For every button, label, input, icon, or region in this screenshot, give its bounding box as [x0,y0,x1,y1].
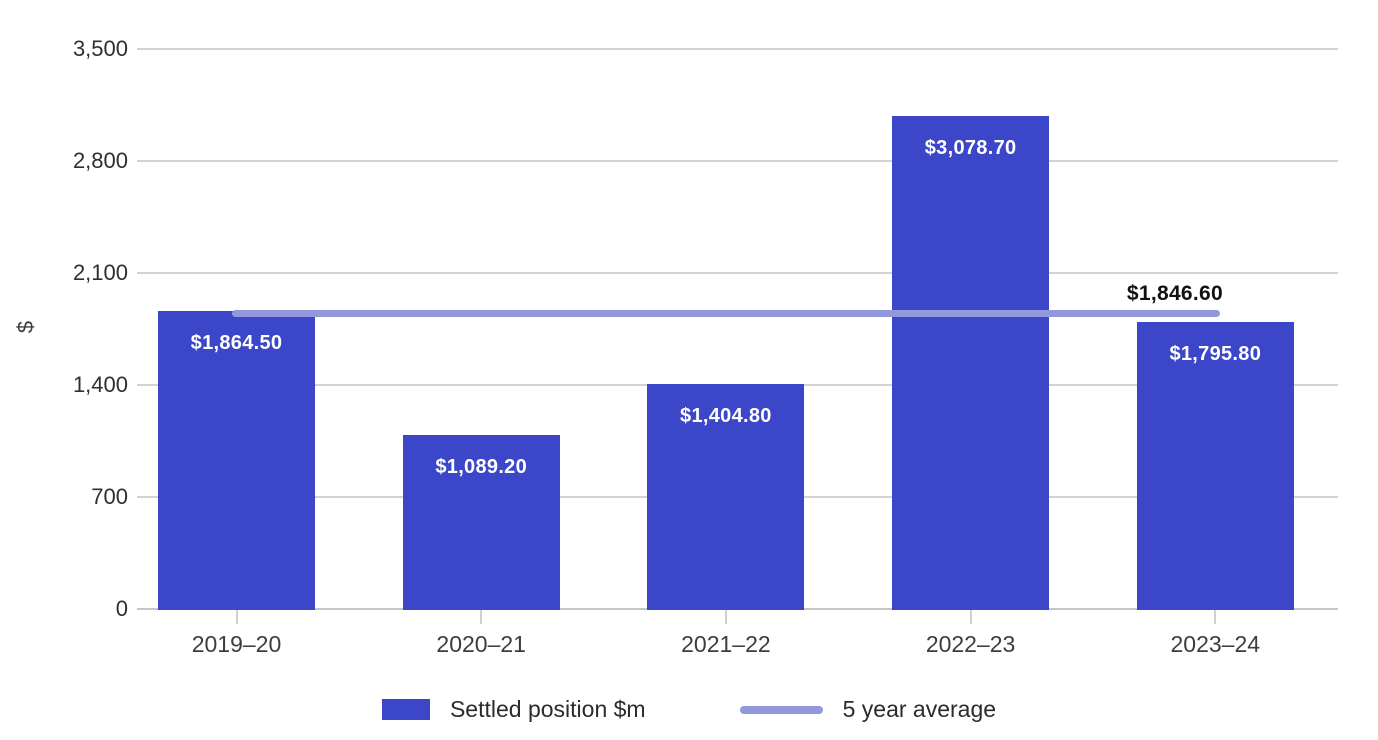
x-tick [1214,609,1217,624]
y-tick-label: 700 [91,484,128,509]
gridline-2,800 [137,160,1338,162]
legend-item-five-year-average[interactable]: 5 year average [739,696,997,723]
y-tick-label: 2,800 [72,148,128,173]
x-tick [969,609,972,624]
x-tick-label-2019–20: 2019–20 [191,631,282,657]
bar-2020–21[interactable]: $1,089.20 [402,434,560,610]
five-year-average-value-label: $1,846.60 [1126,281,1223,305]
bar-value-label: $1,795.80 [1169,342,1262,365]
y-tick-label: 1,400 [72,372,128,397]
gridline-3,500 [137,48,1338,50]
x-tick-label-2020–21: 2020–21 [436,631,526,657]
y-tick-label: 2,100 [72,260,128,285]
x-tick-label-2021–22: 2021–22 [681,631,771,657]
bar-2022–23[interactable]: $3,078.70 [892,116,1050,610]
five-year-average-swatch-icon [739,705,823,714]
x-tick-label-2023–24: 2023–24 [1170,631,1261,657]
gridline-2,100 [137,272,1338,274]
x-tick [480,609,483,624]
bar-value-label: $1,089.20 [435,455,528,478]
settled-position-swatch-icon [381,699,430,720]
five-year-average-line[interactable] [232,310,1220,318]
x-tick [724,609,727,624]
x-tick [235,609,238,624]
y-tick-label: 0 [115,596,128,621]
legend-label-five-year-average: 5 year average [842,696,997,722]
y-axis-title: $ [13,320,39,334]
bar-value-label: $3,078.70 [924,137,1017,160]
legend-item-settled-position[interactable]: Settled position $m [381,696,646,723]
legend-label-settled-position: Settled position $m [449,696,646,722]
legend: Settled position $m 5 year average [0,696,1378,723]
bar-value-label: $1,404.80 [680,405,772,428]
bar-value-label: $1,864.50 [190,331,283,354]
y-tick-label: 3,500 [72,36,128,61]
x-tick-label-2022–23: 2022–23 [925,631,1016,657]
bar-2021–22[interactable]: $1,404.80 [647,384,805,610]
bar-2023–24[interactable]: $1,795.80 [1136,321,1294,610]
bar-2019–20[interactable]: $1,864.50 [158,310,315,610]
